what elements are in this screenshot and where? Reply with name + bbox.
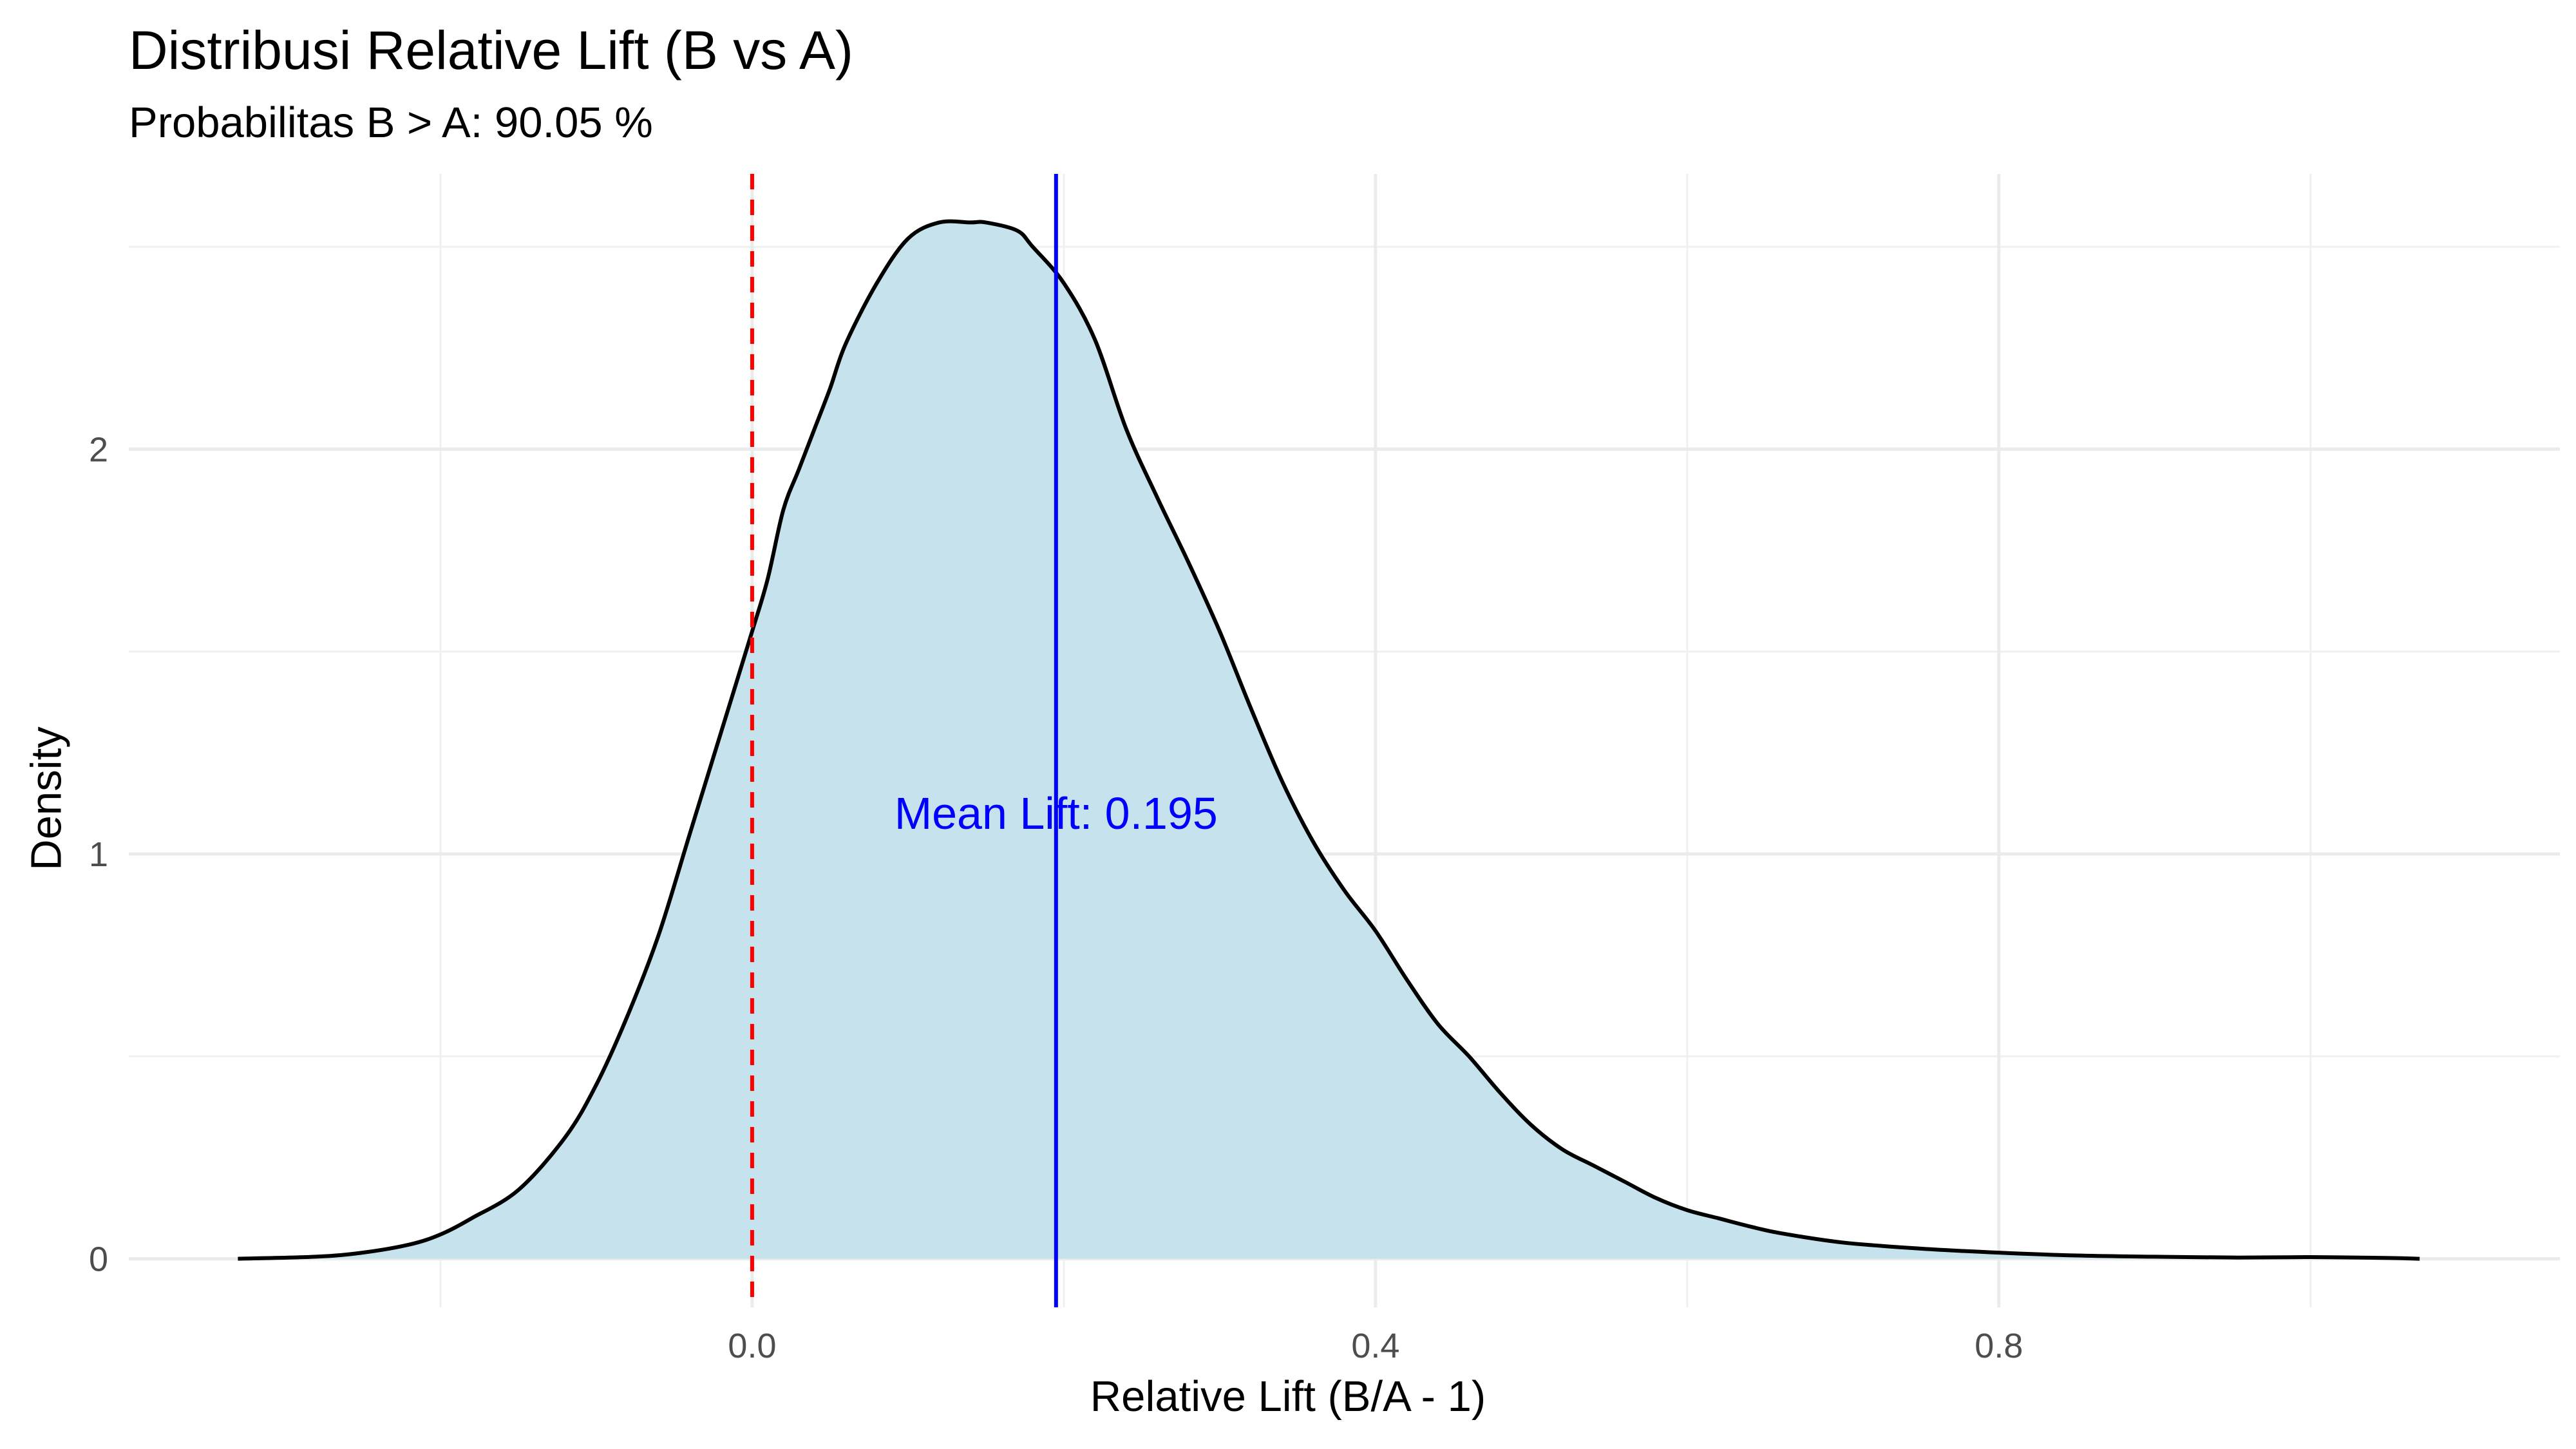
- y-axis-label: Density: [22, 726, 71, 871]
- x-tick-label: 0.4: [1351, 1327, 1399, 1365]
- density-area: [238, 221, 2420, 1259]
- minor-gridlines: [129, 174, 2560, 1307]
- y-axis-ticks: 0 1 2: [89, 430, 108, 1278]
- density-line: [238, 219, 2420, 1261]
- x-axis-ticks: 0.0 0.4 0.8: [728, 1327, 2023, 1365]
- reference-lines: [750, 174, 1058, 1307]
- chart-subtitle: Probabilitas B > A: 90.05 %: [129, 99, 653, 147]
- y-tick-label: 0: [89, 1240, 108, 1279]
- x-tick-label: 0.0: [728, 1327, 776, 1365]
- annotations: Mean Lift: 0.195: [895, 788, 1218, 838]
- x-tick-label: 0.8: [1975, 1327, 2023, 1365]
- mean-lift-annotation: Mean Lift: 0.195: [895, 788, 1218, 838]
- chart-title: Distribusi Relative Lift (B vs A): [129, 20, 853, 80]
- y-tick-label: 1: [89, 835, 108, 874]
- y-tick-label: 2: [89, 430, 108, 469]
- x-axis-label: Relative Lift (B/A - 1): [1090, 1372, 1486, 1421]
